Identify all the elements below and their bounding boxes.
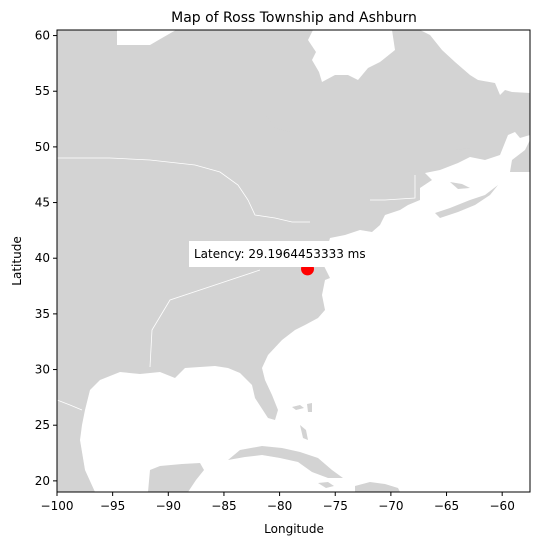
- hispaniola: [355, 482, 400, 492]
- nova-scotia: [435, 185, 498, 218]
- y-axis-label: Latitude: [10, 236, 24, 285]
- state-borders: [57, 157, 416, 411]
- y-tick-label: 25: [35, 418, 50, 432]
- jamaica: [318, 482, 334, 488]
- y-tick-label: 50: [35, 140, 50, 154]
- x-tick-label: −75: [323, 499, 348, 513]
- x-tick-label: −95: [100, 499, 125, 513]
- y-tick-label: 20: [35, 474, 50, 488]
- x-axis-label: Longitude: [264, 522, 324, 536]
- bahamas: [292, 403, 312, 440]
- cuba: [228, 446, 343, 478]
- cape-breton-island: [450, 182, 470, 189]
- yucatan-peninsula: [148, 463, 204, 492]
- x-tick-label: −80: [267, 499, 292, 513]
- x-axis: −100 −95 −90 −85 −80 −75 −70 −65 −60: [41, 492, 515, 513]
- great-lakes-region: [250, 85, 295, 132]
- y-tick-label: 30: [35, 363, 50, 377]
- x-tick-label: −70: [378, 499, 403, 513]
- x-tick-label: −60: [490, 499, 515, 513]
- x-tick-label: −100: [41, 499, 74, 513]
- x-tick-label: −65: [434, 499, 459, 513]
- y-tick-label: 60: [35, 29, 50, 43]
- y-tick-label: 40: [35, 251, 50, 265]
- y-tick-label: 45: [35, 196, 50, 210]
- anticosti-island: [455, 148, 482, 155]
- plot-frame: [56, 29, 531, 493]
- y-axis: 20 25 30 35 40 45 50 55 60: [35, 29, 57, 488]
- annotation-box: [189, 241, 393, 267]
- x-tick-label: −85: [211, 499, 236, 513]
- chart-title: Map of Ross Township and Ashburn: [171, 10, 417, 26]
- newfoundland: [510, 140, 530, 172]
- x-tick-label: −90: [156, 499, 181, 513]
- y-tick-label: 35: [35, 307, 50, 321]
- latency-annotation: Latency: 29.1964453333 ms: [194, 247, 366, 261]
- y-tick-label: 55: [35, 84, 50, 98]
